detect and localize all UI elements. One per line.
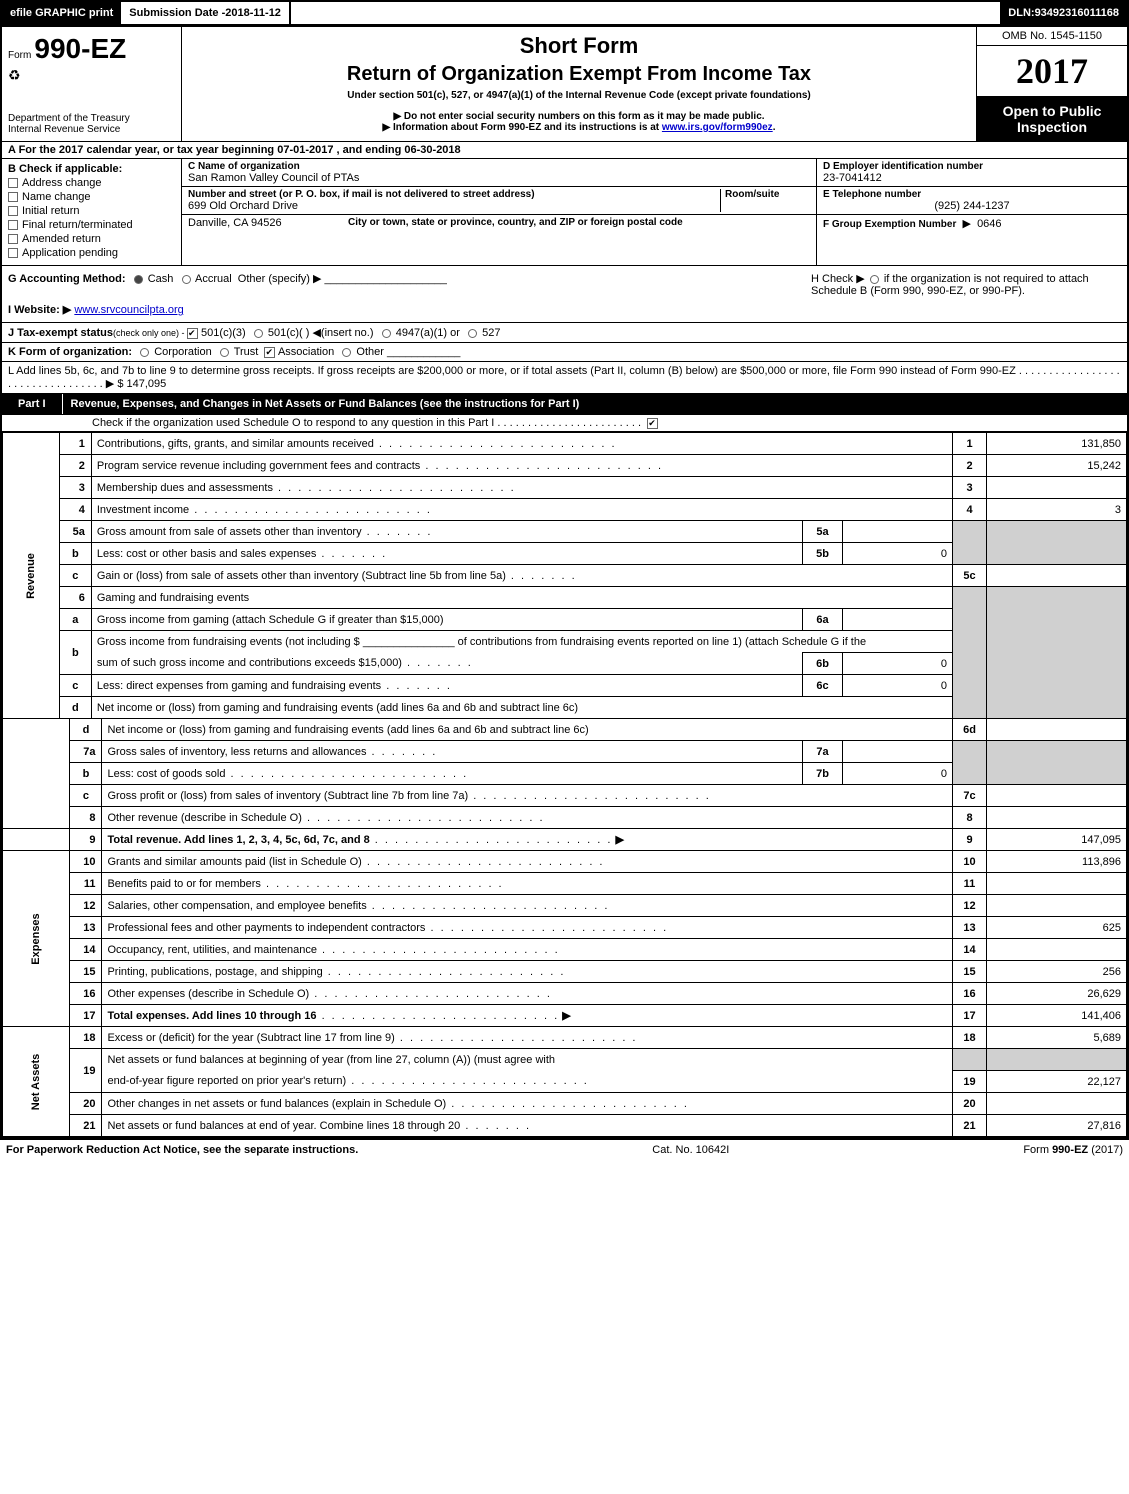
form-title-block: Short Form Return of Organization Exempt… — [182, 27, 977, 141]
footer-notice: For Paperwork Reduction Act Notice, see … — [6, 1144, 358, 1156]
recycle-icon: ♻ — [8, 67, 175, 84]
info-link-line: ▶ Information about Form 990-EZ and its … — [190, 122, 968, 133]
part-i-label: Part I — [2, 394, 63, 414]
section-revenue: Revenue — [25, 553, 37, 599]
line-4-amount: 3 — [987, 499, 1127, 521]
line-g: G Accounting Method: Cash Accrual Other … — [8, 272, 811, 285]
radio-trust[interactable] — [220, 348, 229, 357]
part-i-header: Part I Revenue, Expenses, and Changes in… — [0, 393, 1129, 414]
ein: 23-7041412 — [823, 172, 1121, 184]
chk-501c3[interactable] — [187, 328, 198, 339]
subtitle: Under section 501(c), 527, or 4947(a)(1)… — [190, 90, 968, 101]
title-return: Return of Organization Exempt From Incom… — [190, 63, 968, 86]
section-expenses: Expenses — [30, 910, 42, 966]
line-9-amount: 147,095 — [987, 829, 1127, 851]
line-21-amount: 27,816 — [987, 1115, 1127, 1137]
submission-date: Submission Date - 2018-11-12 — [121, 2, 291, 24]
radio-accrual[interactable] — [182, 275, 191, 284]
phone: (925) 244-1237 — [823, 200, 1121, 212]
line-13-amount: 625 — [987, 917, 1127, 939]
treasury-dept: Department of the Treasury Internal Reve… — [8, 113, 175, 135]
financial-table: Revenue 1 Contributions, gifts, grants, … — [0, 431, 1129, 1139]
box-e: E Telephone number (925) 244-1237 — [817, 187, 1127, 215]
radio-corp[interactable] — [140, 348, 149, 357]
line-10-amount: 113,896 — [987, 851, 1127, 873]
form-prefix: Form — [8, 50, 31, 61]
chk-final-return[interactable]: Final return/terminated — [8, 219, 175, 231]
entity-block: B Check if applicable: Address change Na… — [0, 158, 1129, 265]
warning-ssn: ▶ Do not enter social security numbers o… — [190, 111, 968, 122]
chk-4947[interactable] — [382, 329, 391, 338]
line-17-amount: 141,406 — [987, 1005, 1127, 1027]
line-16-amount: 26,629 — [987, 983, 1127, 1005]
title-short-form: Short Form — [190, 33, 968, 59]
chk-address-change[interactable]: Address change — [8, 177, 175, 189]
box-c: C Name of organization San Ramon Valley … — [182, 159, 817, 265]
lines-ghi: G Accounting Method: Cash Accrual Other … — [0, 265, 1129, 322]
line-1-amount: 131,850 — [987, 433, 1127, 455]
open-to-public: Open to Public Inspection — [977, 97, 1127, 141]
chk-501c[interactable] — [254, 329, 263, 338]
cat-no: Cat. No. 10642I — [652, 1144, 729, 1156]
line-2-amount: 15,242 — [987, 455, 1127, 477]
top-bar: efile GRAPHIC print Submission Date - 20… — [0, 0, 1129, 26]
box-f: F Group Exemption Number ▶ 0646 — [817, 215, 1127, 232]
part-i-title: Revenue, Expenses, and Changes in Net As… — [63, 394, 1127, 414]
line-i: I Website: ▶ www.srvcouncilpta.org — [8, 303, 811, 316]
line-j: J Tax-exempt status(check only one) - 50… — [0, 322, 1129, 342]
dln: DLN: 93492316011168 — [1000, 2, 1127, 24]
chk-amended[interactable]: Amended return — [8, 233, 175, 245]
line-19-amount: 22,127 — [987, 1071, 1127, 1093]
city: Danville, CA 94526 — [188, 217, 328, 229]
line-k: K Form of organization: Corporation Trus… — [0, 342, 1129, 361]
city-label: City or town, state or province, country… — [348, 217, 683, 229]
room-label: Room/suite — [725, 189, 810, 200]
street: 699 Old Orchard Drive — [188, 200, 720, 212]
irs-link[interactable]: www.irs.gov/form990ez — [662, 122, 773, 133]
group-exemption: 0646 — [977, 218, 1001, 230]
omb-number: OMB No. 1545-1150 — [977, 27, 1127, 46]
chk-527[interactable] — [468, 329, 477, 338]
line-a: A For the 2017 calendar year, or tax yea… — [0, 141, 1129, 158]
chk-schedule-b[interactable] — [870, 275, 879, 284]
radio-cash[interactable] — [134, 275, 143, 284]
chk-pending[interactable]: Application pending — [8, 247, 175, 259]
form-ref: Form 990-EZ (2017) — [1023, 1144, 1123, 1156]
box-d: D Employer identification number 23-7041… — [817, 159, 1127, 187]
form-header: Form 990-EZ ♻ Department of the Treasury… — [0, 26, 1129, 141]
chk-schedule-o[interactable] — [647, 418, 658, 429]
line-7b-amount: 0 — [843, 763, 953, 785]
line-5b-amount: 0 — [843, 543, 953, 565]
form-number: 990-EZ — [34, 33, 126, 64]
line-6b-amount: 0 — [843, 653, 953, 675]
header-right: OMB No. 1545-1150 2017 Open to Public In… — [977, 27, 1127, 141]
website-link[interactable]: www.srvcouncilpta.org — [74, 304, 183, 316]
gross-receipts: 147,095 — [127, 378, 167, 390]
street-label: Number and street (or P. O. box, if mail… — [188, 189, 720, 200]
line-l: L Add lines 5b, 6c, and 7b to line 9 to … — [0, 361, 1129, 393]
line-h: H Check ▶ if the organization is not req… — [811, 272, 1121, 316]
box-b: B Check if applicable: Address change Na… — [2, 159, 182, 265]
radio-other[interactable] — [342, 348, 351, 357]
chk-initial-return[interactable]: Initial return — [8, 205, 175, 217]
tax-year: 2017 — [977, 46, 1127, 97]
line-15-amount: 256 — [987, 961, 1127, 983]
part-i-subline: Check if the organization used Schedule … — [0, 414, 1129, 431]
box-def: D Employer identification number 23-7041… — [817, 159, 1127, 265]
form-number-block: Form 990-EZ ♻ Department of the Treasury… — [2, 27, 182, 141]
chk-name-change[interactable]: Name change — [8, 191, 175, 203]
line-18-amount: 5,689 — [987, 1027, 1127, 1049]
org-name: San Ramon Valley Council of PTAs — [188, 172, 810, 184]
line-6c-amount: 0 — [843, 675, 953, 697]
section-net-assets: Net Assets — [30, 1053, 42, 1109]
radio-assoc[interactable] — [264, 347, 275, 358]
org-name-label: C Name of organization — [188, 161, 810, 172]
page-footer: For Paperwork Reduction Act Notice, see … — [0, 1139, 1129, 1160]
efile-print-button[interactable]: efile GRAPHIC print — [2, 2, 121, 24]
